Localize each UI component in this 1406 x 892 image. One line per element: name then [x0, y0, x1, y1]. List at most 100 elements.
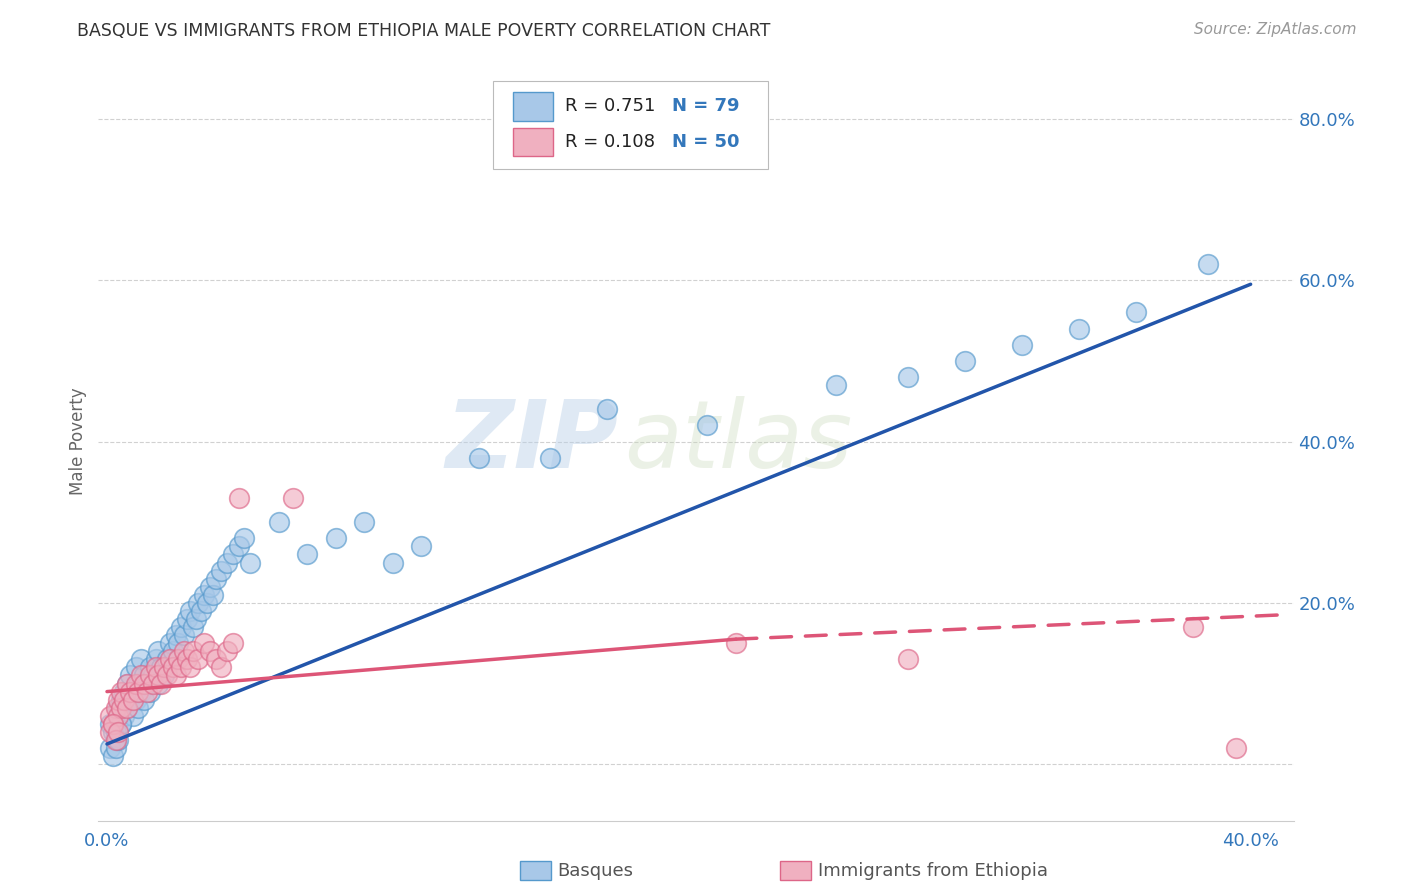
Point: [115, 676, 138, 690]
Point: [181, 644, 204, 658]
Point: [181, 620, 204, 634]
Text: N = 79: N = 79: [672, 97, 740, 115]
Point: [217, 644, 239, 658]
Point: [104, 733, 127, 747]
Point: [104, 733, 127, 747]
Point: [115, 676, 138, 690]
Point: [98, 716, 121, 731]
Point: [148, 644, 170, 658]
Point: [136, 684, 159, 698]
Point: [162, 644, 184, 658]
Point: [148, 668, 170, 682]
Point: [187, 596, 209, 610]
Point: [101, 716, 124, 731]
Point: [295, 548, 318, 562]
Point: [596, 402, 619, 417]
Point: [1125, 305, 1147, 319]
Point: [118, 684, 141, 698]
Point: [162, 660, 184, 674]
Point: [538, 450, 561, 465]
Point: [173, 628, 195, 642]
Point: [121, 692, 143, 706]
Point: [121, 684, 143, 698]
Text: R = 0.751: R = 0.751: [565, 97, 655, 115]
Point: [198, 644, 221, 658]
Point: [228, 491, 250, 505]
Point: [281, 491, 304, 505]
Point: [195, 596, 218, 610]
Point: [115, 700, 138, 714]
Point: [201, 588, 224, 602]
Point: [179, 604, 201, 618]
Point: [110, 700, 132, 714]
Point: [193, 588, 215, 602]
Point: [198, 580, 221, 594]
Point: [204, 652, 226, 666]
Point: [187, 652, 209, 666]
Point: [104, 725, 127, 739]
Point: [217, 556, 239, 570]
Point: [107, 733, 129, 747]
Point: [184, 612, 207, 626]
Point: [98, 708, 121, 723]
Point: [121, 708, 143, 723]
Point: [142, 668, 165, 682]
Point: [139, 684, 162, 698]
Point: [115, 700, 138, 714]
Point: [150, 676, 173, 690]
Point: [118, 692, 141, 706]
Point: [896, 652, 918, 666]
Point: [148, 676, 170, 690]
Point: [239, 556, 262, 570]
Point: [1011, 337, 1033, 351]
Text: ZIP: ZIP: [446, 395, 619, 488]
Text: atlas: atlas: [624, 396, 852, 487]
Point: [193, 636, 215, 650]
Point: [209, 660, 232, 674]
Point: [173, 644, 195, 658]
Point: [222, 548, 245, 562]
Point: [325, 532, 347, 546]
Point: [124, 692, 146, 706]
Point: [1225, 741, 1247, 756]
FancyBboxPatch shape: [513, 128, 553, 156]
FancyBboxPatch shape: [513, 92, 553, 120]
Point: [190, 604, 212, 618]
Point: [156, 652, 179, 666]
Point: [112, 684, 135, 698]
Point: [139, 660, 162, 674]
Point: [110, 716, 132, 731]
Point: [107, 708, 129, 723]
Point: [896, 370, 918, 384]
Point: [127, 684, 149, 698]
Point: [110, 716, 132, 731]
Text: Basques: Basques: [557, 862, 633, 880]
Point: [167, 652, 190, 666]
Point: [127, 676, 149, 690]
Point: [1067, 321, 1090, 335]
Point: [145, 652, 167, 666]
Point: [209, 564, 232, 578]
Point: [267, 515, 290, 529]
Point: [353, 515, 375, 529]
Point: [134, 692, 156, 706]
FancyBboxPatch shape: [494, 81, 768, 169]
Point: [724, 636, 747, 650]
Point: [136, 676, 159, 690]
Point: [222, 636, 245, 650]
Point: [118, 668, 141, 682]
Point: [176, 652, 198, 666]
Point: [107, 692, 129, 706]
Point: [101, 716, 124, 731]
Point: [150, 660, 173, 674]
Point: [98, 741, 121, 756]
Point: [134, 668, 156, 682]
Point: [127, 700, 149, 714]
Point: [228, 540, 250, 554]
Point: [107, 700, 129, 714]
Point: [124, 676, 146, 690]
Text: Immigrants from Ethiopia: Immigrants from Ethiopia: [818, 862, 1049, 880]
Point: [159, 652, 181, 666]
Point: [696, 418, 718, 433]
Point: [110, 692, 132, 706]
